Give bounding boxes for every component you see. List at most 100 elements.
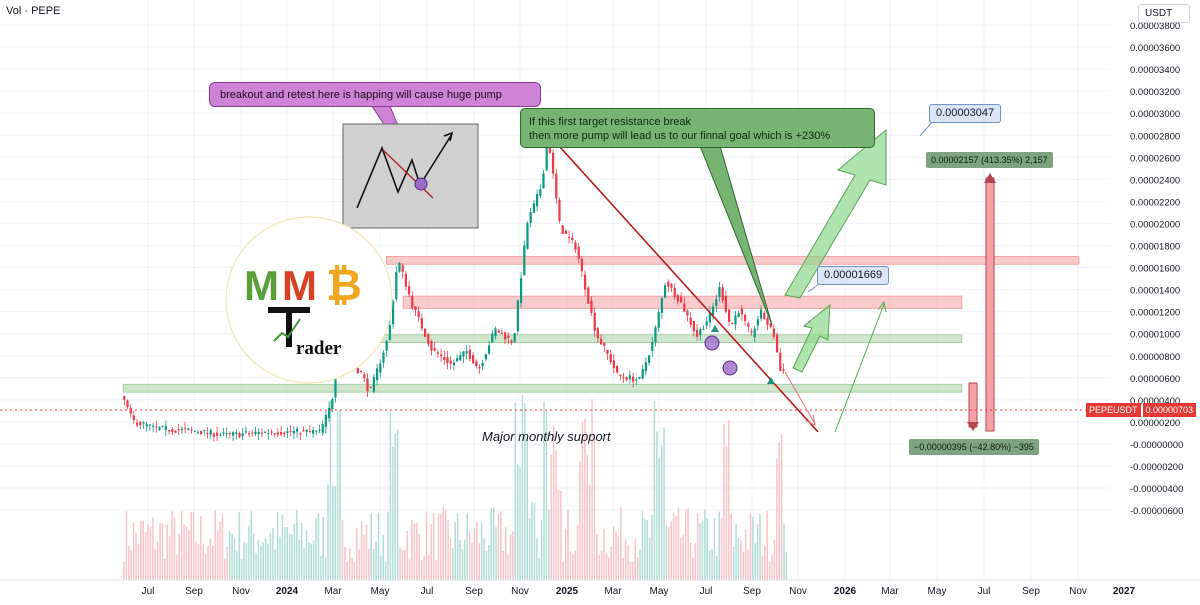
volume-bar bbox=[718, 511, 720, 580]
candle bbox=[727, 309, 731, 326]
volume-bar bbox=[545, 411, 548, 580]
volume-bar bbox=[269, 532, 272, 580]
candle bbox=[420, 313, 423, 332]
volume-bar bbox=[725, 445, 728, 580]
volume-bar bbox=[447, 519, 449, 580]
volume-bar bbox=[380, 555, 382, 580]
candle bbox=[753, 325, 756, 343]
candle-body bbox=[484, 354, 487, 360]
volume-bar bbox=[677, 507, 680, 580]
candle bbox=[404, 270, 407, 291]
candle-body bbox=[564, 230, 567, 234]
candle bbox=[142, 420, 145, 429]
volume-bar bbox=[281, 514, 284, 580]
signal-marker-2 bbox=[711, 325, 719, 332]
candle-body bbox=[695, 329, 699, 337]
volume-bar bbox=[303, 548, 305, 580]
candle bbox=[724, 290, 727, 314]
volume-bar bbox=[425, 511, 428, 580]
candle bbox=[283, 431, 286, 438]
candle-body bbox=[295, 428, 299, 432]
volume-bar bbox=[663, 427, 665, 580]
volume-bar bbox=[636, 557, 639, 580]
volume-bar bbox=[488, 544, 490, 580]
volume-bar bbox=[783, 523, 785, 580]
price-axis[interactable]: 0.00003800 0.00003600 0.00003400 0.00003200… bbox=[1110, 0, 1200, 600]
candle bbox=[359, 369, 363, 374]
volume-bar bbox=[279, 536, 281, 580]
candle-body bbox=[519, 278, 523, 304]
candle bbox=[311, 426, 315, 438]
candle-body bbox=[740, 308, 743, 315]
candle-body bbox=[449, 360, 452, 364]
volume-bar bbox=[497, 514, 500, 580]
price-tick-label: 0.00002600 bbox=[1130, 153, 1180, 164]
time-tick-label: 2027 bbox=[1113, 586, 1136, 597]
candle-body bbox=[238, 433, 241, 438]
zone-resistance-mid bbox=[402, 295, 963, 309]
candle bbox=[449, 356, 452, 370]
candle-body bbox=[324, 414, 327, 427]
price-tick-label: 0.00002200 bbox=[1130, 197, 1180, 208]
candle-body bbox=[772, 328, 775, 337]
candle-body bbox=[388, 324, 391, 340]
volume-bar bbox=[766, 511, 768, 580]
candle-body bbox=[759, 309, 763, 319]
volume-bar bbox=[687, 508, 689, 580]
volume-bar bbox=[660, 445, 663, 580]
candle bbox=[308, 424, 311, 434]
volume-bar bbox=[639, 549, 641, 580]
volume-bar bbox=[464, 539, 466, 580]
candle-body bbox=[641, 368, 644, 379]
candle-body bbox=[593, 312, 596, 332]
volume-bar bbox=[192, 512, 195, 580]
volume-bar bbox=[257, 539, 260, 580]
volume-bar bbox=[624, 539, 627, 580]
candle-body bbox=[267, 433, 270, 435]
volume-bar bbox=[437, 513, 440, 580]
candle-body bbox=[289, 430, 292, 432]
price-tick-label: 0.00001200 bbox=[1130, 308, 1180, 319]
candle bbox=[596, 326, 599, 343]
candle-body bbox=[660, 297, 663, 313]
volume-bar bbox=[317, 513, 320, 580]
candle bbox=[215, 426, 219, 442]
candle bbox=[375, 363, 379, 386]
candle-body bbox=[599, 338, 603, 345]
candle-body bbox=[158, 427, 161, 430]
volume-bar bbox=[353, 561, 356, 580]
volume-bar bbox=[694, 543, 696, 580]
time-axis[interactable]: Jul Sep Nov 2024 Mar May Jul Sep Nov 2025 Mar May Ju… bbox=[0, 579, 1200, 600]
volume-bar bbox=[682, 535, 684, 580]
volume-bar bbox=[610, 547, 612, 580]
time-tick-label: Jul bbox=[421, 586, 434, 597]
candle-body bbox=[625, 377, 628, 380]
volume-bar bbox=[653, 401, 656, 580]
currency-selector[interactable]: USDT bbox=[1138, 4, 1190, 23]
zone-resistance-top bbox=[385, 256, 1080, 265]
volume-bar bbox=[627, 544, 629, 580]
candle-body bbox=[507, 335, 510, 338]
price-badge: PEPEUSDT 0.00000703 bbox=[1086, 403, 1197, 417]
time-tick-label: 2024 bbox=[276, 586, 299, 597]
volume-bar bbox=[135, 532, 137, 580]
volume-bar bbox=[411, 519, 413, 580]
candle-body bbox=[171, 429, 174, 432]
candle-body bbox=[609, 354, 612, 363]
volume-bar bbox=[276, 512, 279, 580]
svg-text:₿: ₿ bbox=[326, 261, 362, 310]
candle-body bbox=[263, 431, 267, 433]
candle bbox=[260, 428, 263, 438]
volume-bar bbox=[320, 555, 322, 580]
candle bbox=[180, 426, 183, 434]
volume-bar bbox=[188, 530, 190, 580]
candle bbox=[654, 325, 657, 347]
candle-body bbox=[164, 426, 167, 430]
candle bbox=[769, 322, 772, 329]
candle bbox=[190, 426, 193, 434]
big-up-arrow bbox=[784, 128, 887, 299]
volume-bar bbox=[574, 550, 576, 580]
candle-body bbox=[225, 432, 228, 434]
